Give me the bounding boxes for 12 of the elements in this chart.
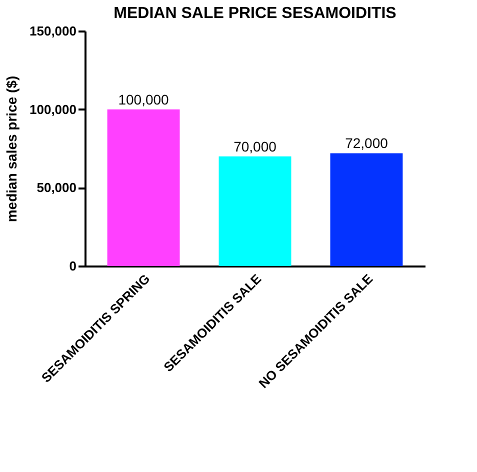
bar <box>330 153 403 266</box>
data-label: 100,000 <box>118 91 170 108</box>
data-label: 70,000 <box>234 138 277 154</box>
bar <box>218 156 292 266</box>
y-tick-label: 100,000 <box>30 102 76 117</box>
y-tick-label: 0 <box>69 258 76 274</box>
bar <box>107 109 180 266</box>
y-tick-label: 150,000 <box>30 24 76 38</box>
chart-title: MEDIAN SALE PRICE SESAMOIDITIS <box>114 5 397 22</box>
y-axis-title: median sales price ($) <box>4 76 20 222</box>
data-label: 72,000 <box>345 135 388 152</box>
y-tick-label: 50,000 <box>36 180 76 196</box>
